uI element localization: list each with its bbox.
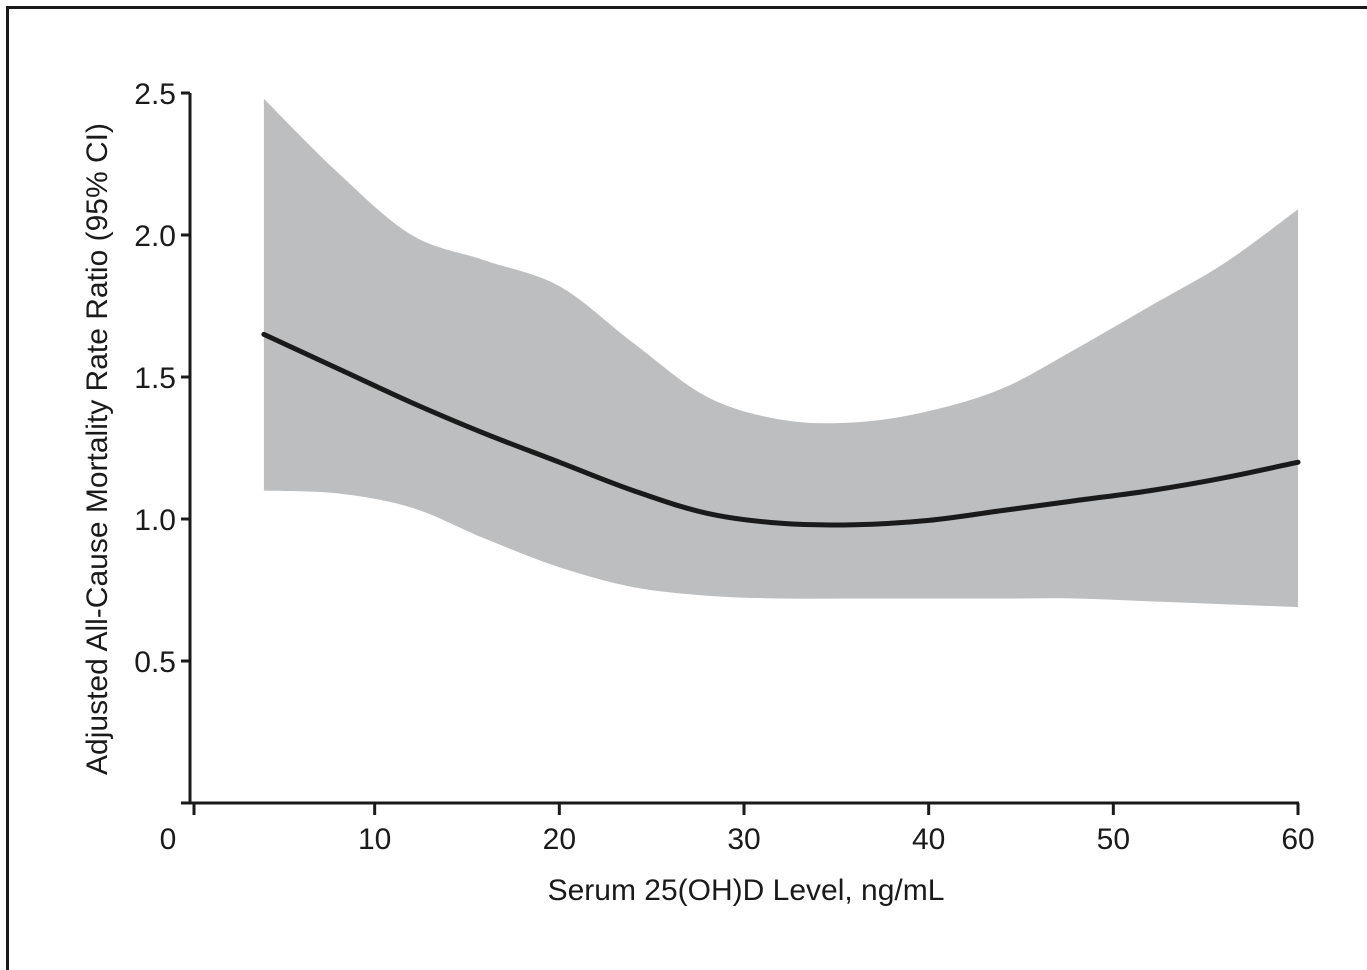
confidence-band-layer <box>263 98 1298 607</box>
line-layer <box>261 331 1301 528</box>
y-tick-label: 1.0 <box>134 504 176 537</box>
y-axis-label: Adjusted All-Cause Mortality Rate Ratio … <box>81 123 114 775</box>
y-tick-label: 0.5 <box>134 646 176 679</box>
figure-frame <box>6 6 1367 970</box>
y-tick-label: 2.0 <box>134 220 176 253</box>
y-tick-label: 2.5 <box>134 78 176 111</box>
confidence-band <box>263 98 1298 607</box>
rate-ratio-line <box>261 331 1301 528</box>
x-tick-label: 60 <box>1281 823 1314 856</box>
x-tick-label: 40 <box>912 823 945 856</box>
x-tick-label: 30 <box>727 823 760 856</box>
x-axis-label: Serum 25(OH)D Level, ng/mL <box>548 874 945 907</box>
x-tick-label: 0 <box>160 823 177 856</box>
x-tick-label: 50 <box>1097 823 1130 856</box>
x-tick-label: 10 <box>358 823 391 856</box>
y-tick-label: 1.5 <box>134 362 176 395</box>
x-tick-label: 20 <box>543 823 576 856</box>
ticks: 0 10 20 30 40 50 60 0.5 1.0 1.5 2.0 2.5 <box>134 78 1314 856</box>
